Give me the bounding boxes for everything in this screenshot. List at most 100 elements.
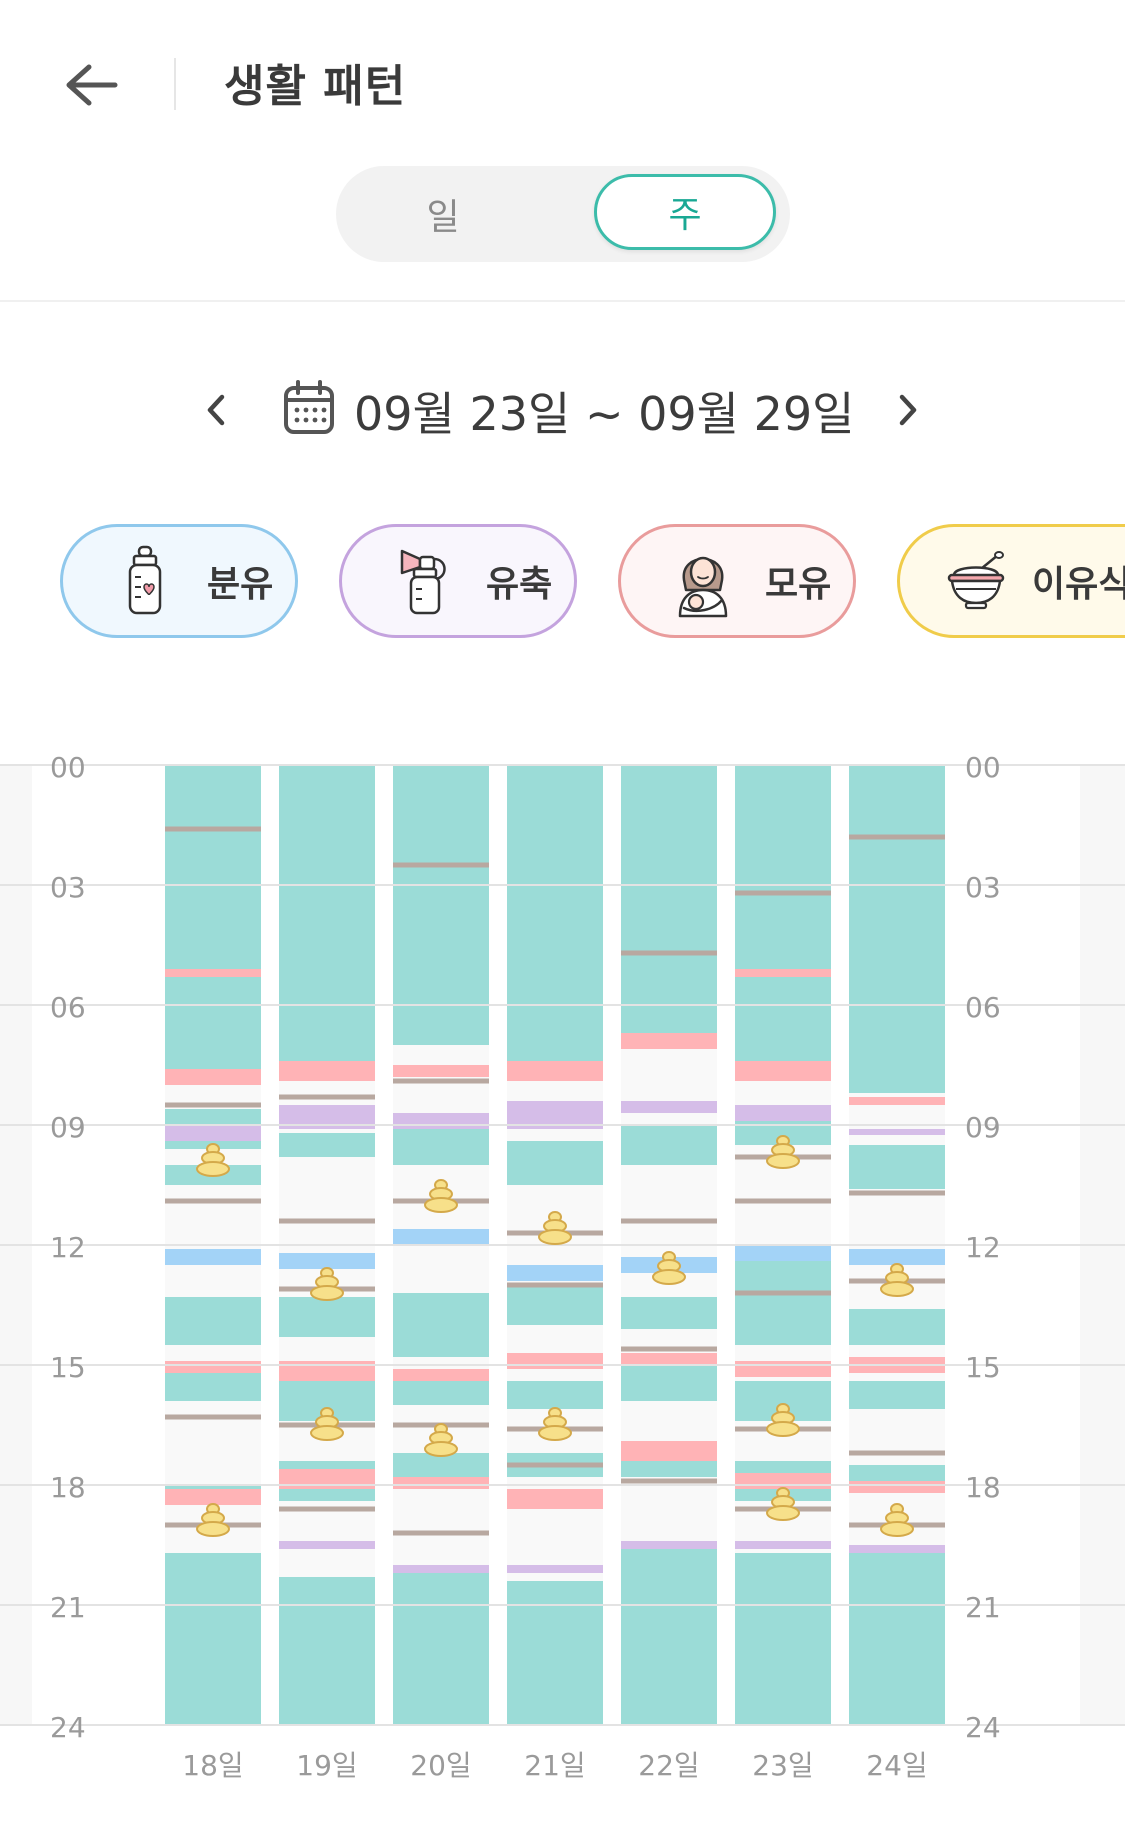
filter-babyfood[interactable]: 이유식 [897,524,1125,638]
poop-icon [196,1503,230,1537]
y-tick-label-right: 00 [965,751,1001,784]
header-divider [174,58,176,110]
sleep-bar [393,1573,489,1725]
filter-formula[interactable]: 분유 [60,524,298,638]
day-label: 22일 [638,1749,699,1782]
diaper-mark [393,1530,489,1536]
diaper-mark [279,1218,375,1224]
y-tick-label-left: 06 [50,991,86,1024]
diaper-mark [165,1198,261,1204]
pumping-bar [735,1541,831,1549]
filter-babyfood-label: 이유식 [1032,564,1125,605]
filter-breastfeed[interactable]: 모유 [618,524,856,638]
diaper-mark [393,1078,489,1084]
diaper-mark [621,1478,717,1484]
sleep-bar [849,1145,945,1189]
calendar-icon [284,380,334,434]
diaper-mark [621,950,717,956]
poop-icon [766,1135,800,1169]
arrow-left-icon [66,64,118,106]
diaper-mark [279,1094,375,1100]
formula-bar [165,1249,261,1265]
diaper-mark [849,834,945,840]
poop-icon [880,1263,914,1297]
sleep-bar [279,1133,375,1157]
breastfeed-bar [393,1065,489,1077]
pumping-bar [735,1105,831,1121]
sleep-bar [165,1297,261,1345]
breastfeed-bar [165,969,261,977]
y-tick-label-right: 03 [965,871,1001,904]
y-tick-label-left: 00 [50,751,86,784]
y-tick-label-right: 12 [965,1231,1001,1264]
back-button[interactable] [56,50,126,120]
poop-icon [310,1407,344,1441]
tab-day[interactable]: 일 [426,197,460,238]
weekly-pattern-chart: 00 00 03 03 06 06 09 09 12 12 15 15 18 18 21 21 24 24 18일 1… [0,740,1125,1841]
sleep-bar [621,1361,717,1401]
tab-week[interactable]: 주 [594,174,776,250]
date-navigator: 09월 23일 ~ 09월 29일 [0,370,1125,450]
day-label: 21일 [524,1749,585,1782]
sleep-bar [279,1577,375,1725]
pumping-bar [849,1545,945,1553]
filter-pumping-label: 유축 [486,564,553,605]
formula-bar [735,1245,831,1261]
sleep-bar [279,765,375,1061]
sleep-bar [393,765,489,1045]
diaper-mark [735,1290,831,1296]
sleep-bar [621,1549,717,1725]
poop-icon [766,1487,800,1521]
poop-icon [652,1251,686,1285]
poop-icon [424,1179,458,1213]
page-title: 생활 패턴 [224,61,407,112]
poop-icon [880,1503,914,1537]
pumping-bar [507,1565,603,1573]
sleep-bar [849,1381,945,1409]
breastfeed-bar [165,1361,261,1373]
filter-breastfeed-label: 모유 [765,564,832,605]
baby-bottle-icon [115,544,175,618]
breastfeed-bar [393,1369,489,1381]
sleep-bar [507,765,603,1061]
sleep-bar [507,1141,603,1185]
sleep-bar [165,1485,261,1489]
period-toggle: 일 주 [336,166,790,262]
diaper-mark [507,1282,603,1288]
diaper-mark [849,1190,945,1196]
sleep-bar [621,1125,717,1165]
y-tick-label-left: 09 [50,1111,86,1144]
prev-week-button[interactable] [196,390,236,430]
sleep-bar [849,765,945,1093]
breastfeed-bar [849,1097,945,1105]
diaper-mark [393,862,489,868]
y-tick-label-right: 15 [965,1351,1001,1384]
poop-icon [196,1143,230,1177]
diaper-mark [735,1198,831,1204]
date-range-label[interactable]: 09월 23일 ~ 09월 29일 [354,387,855,441]
pumping-bar [849,1129,945,1135]
next-week-button[interactable] [888,390,928,430]
app-header: 생활 패턴 [0,0,1125,165]
breastfeed-bar [507,1061,603,1081]
breastfeed-bar [165,1069,261,1085]
diaper-mark [165,1102,261,1108]
sleep-bar [165,765,261,1069]
category-filter-list: 분유 유축 모유 [0,522,1125,644]
sleep-bar [735,1553,831,1725]
breastfeed-bar [849,1481,945,1493]
y-tick-label-left: 15 [50,1351,86,1384]
sleep-bar [165,1553,261,1725]
chevron-right-icon [899,394,917,426]
sleep-bar [735,1261,831,1345]
diaper-mark [849,1450,945,1456]
y-tick-label-right: 24 [965,1711,1001,1744]
formula-bar [279,1253,375,1269]
breastfeed-bar [735,1361,831,1377]
sleep-bar [849,1553,945,1725]
sleep-bar [279,1297,375,1337]
breastfeed-bar [735,969,831,977]
sleep-bar [621,1297,717,1329]
sleep-bar [507,1581,603,1725]
filter-pumping[interactable]: 유축 [339,524,577,638]
